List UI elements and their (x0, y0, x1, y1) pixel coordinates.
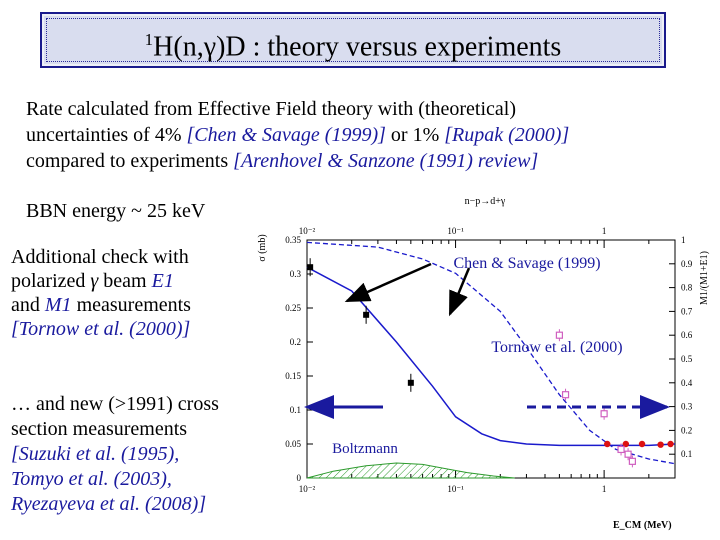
intro-line-1: Rate calculated from Effective Field the… (26, 98, 516, 120)
y-tick-label: 0.1 (290, 405, 301, 415)
ref-arenhovel: [Arenhovel & Sanzone (1991) review] (233, 150, 539, 172)
annotation-chen-savage: Chen & Savage (1999) (453, 255, 600, 272)
intro-line-3: compared to experiments [Arenhovel & San… (26, 148, 706, 174)
check-line-4: [Tornow et al. (2000)] (11, 317, 191, 341)
y2-tick-label: 0.7 (681, 306, 693, 316)
sigma-data-point (363, 311, 370, 318)
y2-axis-label: M1/(M1+E1) (699, 251, 710, 305)
y-tick-label: 0.05 (285, 439, 301, 449)
x-tick-label: 10⁻¹ (447, 484, 464, 494)
x-axis-label: E_CM (MeV) (613, 520, 672, 531)
ref-suzuki: [Suzuki et al. (1995), (11, 443, 180, 465)
check-line-3-text: and (11, 294, 45, 316)
y2-tick-label: 0.2 (681, 425, 692, 435)
check-line-2-mid: beam (98, 270, 152, 292)
y2-tick-label: 0.8 (681, 283, 693, 293)
y-tick-label: 0.3 (290, 269, 302, 279)
check-line-3: and M1 measurements (11, 293, 191, 317)
y2-tick-label: 0.4 (681, 378, 693, 388)
x-tick-label: 10⁻² (299, 484, 316, 494)
intro-line-3-text: compared to experiments (26, 150, 234, 172)
cross-section-plot: n−p→d+γ 0 0.05 0.1 0.15 0.2 0.25 0.3 0.35 0.1 0.2… (257, 196, 710, 531)
ref-chen-savage: [Chen & Savage (1999)] (186, 124, 386, 146)
chart-title: n−p→d+γ (465, 196, 506, 207)
y-tick-label: 0.2 (290, 337, 301, 347)
title-gamma: γ (203, 31, 217, 63)
title-box-border (46, 18, 660, 62)
y-tick-label: 0.15 (285, 371, 301, 381)
check-line-2: polarized γ beam E1 (11, 269, 191, 293)
y-tick-label: 0 (297, 473, 302, 483)
new-line-1: … and new (>1991) cross (11, 393, 219, 415)
ref-tomyo: Tomyo et al. (2003), (11, 468, 172, 490)
sigma-theory-curve (306, 266, 676, 447)
arrow-chen-to-curve (344, 262, 432, 303)
m1-data-point (617, 445, 625, 454)
y2-tick-label: 0.5 (681, 354, 693, 364)
title-part-2: )D : theory versus experiments (216, 31, 562, 63)
title-part-1: H(n, (153, 31, 204, 63)
m1-data-point (628, 457, 636, 465)
title-box: 1H(n,γ)D : theory versus experiments (40, 12, 666, 68)
check-line-3-post: measurements (71, 294, 191, 316)
arrow-chen-to-m1 (448, 267, 471, 317)
data-points (307, 258, 674, 468)
y-tick-label: 0.35 (285, 235, 301, 245)
y-tick-label: 0.25 (285, 303, 301, 313)
check-m1: M1 (44, 294, 72, 316)
axis-ticks: 0 0.05 0.1 0.15 0.2 0.25 0.3 0.35 0.1 0.2 0.3 0.4 0.… (285, 226, 693, 494)
sigma-data-point (307, 264, 314, 271)
sigma-data-point (638, 440, 646, 448)
m1-data-point (600, 410, 608, 418)
intro-line-2: uncertainties of 4% [Chen & Savage (1999… (26, 122, 706, 148)
x-tick-label-top: 1 (602, 226, 607, 236)
new-line-2: section measurements (11, 418, 188, 440)
sigma-data-point (667, 440, 674, 448)
boltzmann-area (306, 462, 515, 479)
check-line-2-text: polarized (11, 270, 91, 292)
sigma-data-point (622, 440, 630, 448)
sigma-data-point (407, 379, 414, 386)
y2-tick-label: 0.9 (681, 259, 693, 269)
y2-tick-label: 0.3 (681, 402, 693, 412)
new-line-5: Ryezayeva et al. (2008)] (11, 492, 219, 517)
sigma-data-point (604, 440, 611, 448)
x-tick-label-top: 10⁻¹ (447, 226, 464, 236)
x-tick-label-top: 10⁻² (299, 226, 316, 236)
intro-paragraph: Rate calculated from Effective Field the… (26, 96, 706, 174)
new-line-3: [Suzuki et al. (1995), (11, 442, 219, 467)
m1-data-point (561, 391, 570, 399)
ref-rupak: [Rupak (2000)] (444, 124, 570, 146)
y-axis-label: σ (mb) (257, 234, 268, 261)
check-line-1: Additional check with (11, 246, 189, 268)
additional-check: Additional check with polarized γ beam E… (11, 245, 191, 341)
new-line-4: Tomyo et al. (2003), (11, 467, 219, 492)
x-tick-label: 1 (602, 484, 607, 494)
title-superscript: 1 (144, 30, 154, 49)
ref-tornow: [Tornow et al. (2000)] (11, 318, 191, 340)
slide-title: 1H(n,γ)D : theory versus experiments (42, 30, 664, 63)
sigma-data-point (657, 441, 664, 448)
annotation-boltzmann: Boltzmann (332, 441, 398, 457)
new-measurements: … and new (>1991) cross section measurem… (11, 392, 219, 517)
y2-tick-label: 1 (681, 235, 686, 245)
intro-line-2-text: uncertainties of 4% (26, 124, 187, 146)
intro-line-2-mid: or 1% (385, 124, 445, 146)
check-gamma: γ (90, 270, 99, 292)
ref-ryezayeva: Ryezayeva et al. (2008)] (11, 493, 207, 515)
bbn-energy: BBN energy ~ 25 keV (26, 200, 206, 222)
check-e1: E1 (151, 270, 174, 292)
y2-tick-label: 0.6 (681, 330, 693, 340)
y2-tick-label: 0.1 (681, 449, 692, 459)
annotation-tornow: Tornow et al. (2000) (491, 339, 622, 356)
m1-data-point (624, 450, 632, 458)
m1-data-point (555, 331, 563, 339)
